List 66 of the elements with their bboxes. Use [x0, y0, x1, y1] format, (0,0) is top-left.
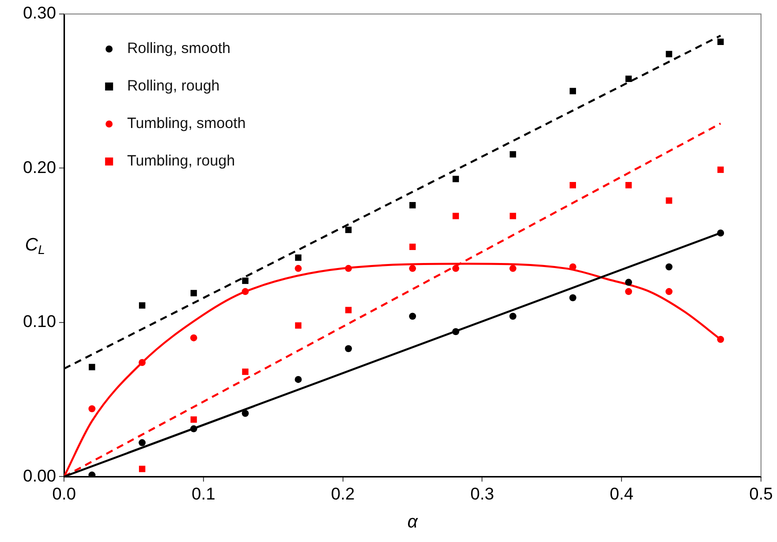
legend-label: Rolling, rough — [127, 78, 220, 95]
point — [666, 288, 673, 296]
point — [344, 345, 352, 352]
point — [190, 416, 197, 423]
point — [295, 254, 302, 261]
point — [242, 288, 249, 296]
point — [409, 312, 416, 320]
x-tick-label: 0.4 — [610, 484, 634, 504]
point — [717, 38, 724, 45]
point — [409, 202, 416, 208]
x-tick-label: 0.5 — [749, 484, 773, 504]
point — [625, 288, 632, 296]
point — [345, 306, 352, 314]
point — [569, 263, 576, 270]
point — [625, 182, 632, 188]
legend-label: Rolling, smooth — [127, 40, 230, 58]
point — [717, 229, 724, 236]
point — [452, 328, 460, 336]
x-axis-title: α — [407, 512, 418, 532]
point — [452, 212, 459, 220]
point — [666, 197, 672, 204]
point — [625, 278, 632, 286]
point — [344, 264, 352, 272]
point — [88, 472, 96, 477]
point — [509, 264, 516, 272]
point — [294, 376, 302, 383]
y-tick-label: 0.30 — [22, 4, 56, 23]
point — [294, 264, 302, 272]
legend-label: Tumbling, rough — [127, 152, 235, 170]
point — [409, 244, 416, 250]
point — [717, 166, 724, 173]
legend-label: Tumbling, smooth — [127, 115, 246, 132]
point — [570, 182, 576, 188]
point — [509, 312, 516, 320]
x-tick-label: 0.2 — [331, 484, 355, 504]
point — [242, 278, 248, 284]
x-tick-label: 0.3 — [470, 484, 494, 504]
x-tick-label: 0.1 — [192, 484, 216, 504]
y-tick-label: 0.20 — [22, 158, 56, 177]
point — [452, 176, 459, 182]
y-tick-label: 0.00 — [22, 466, 56, 486]
point — [666, 263, 673, 270]
y-tick-label: 0.10 — [22, 312, 56, 332]
point — [717, 336, 724, 343]
point — [138, 358, 146, 366]
point — [88, 364, 96, 370]
point — [190, 425, 198, 432]
point — [345, 226, 352, 234]
point — [138, 439, 146, 446]
point — [295, 322, 302, 329]
point — [510, 212, 516, 220]
point — [138, 302, 146, 309]
point — [510, 151, 516, 158]
point — [570, 88, 576, 94]
point — [190, 334, 198, 342]
point — [242, 410, 249, 417]
point — [569, 294, 576, 302]
point — [138, 466, 146, 472]
point — [190, 290, 197, 296]
x-tick-label: 0.0 — [52, 484, 76, 504]
point — [625, 76, 632, 82]
point — [242, 368, 248, 375]
point — [88, 405, 96, 412]
point — [409, 264, 416, 272]
point — [666, 50, 672, 58]
point — [452, 264, 460, 272]
